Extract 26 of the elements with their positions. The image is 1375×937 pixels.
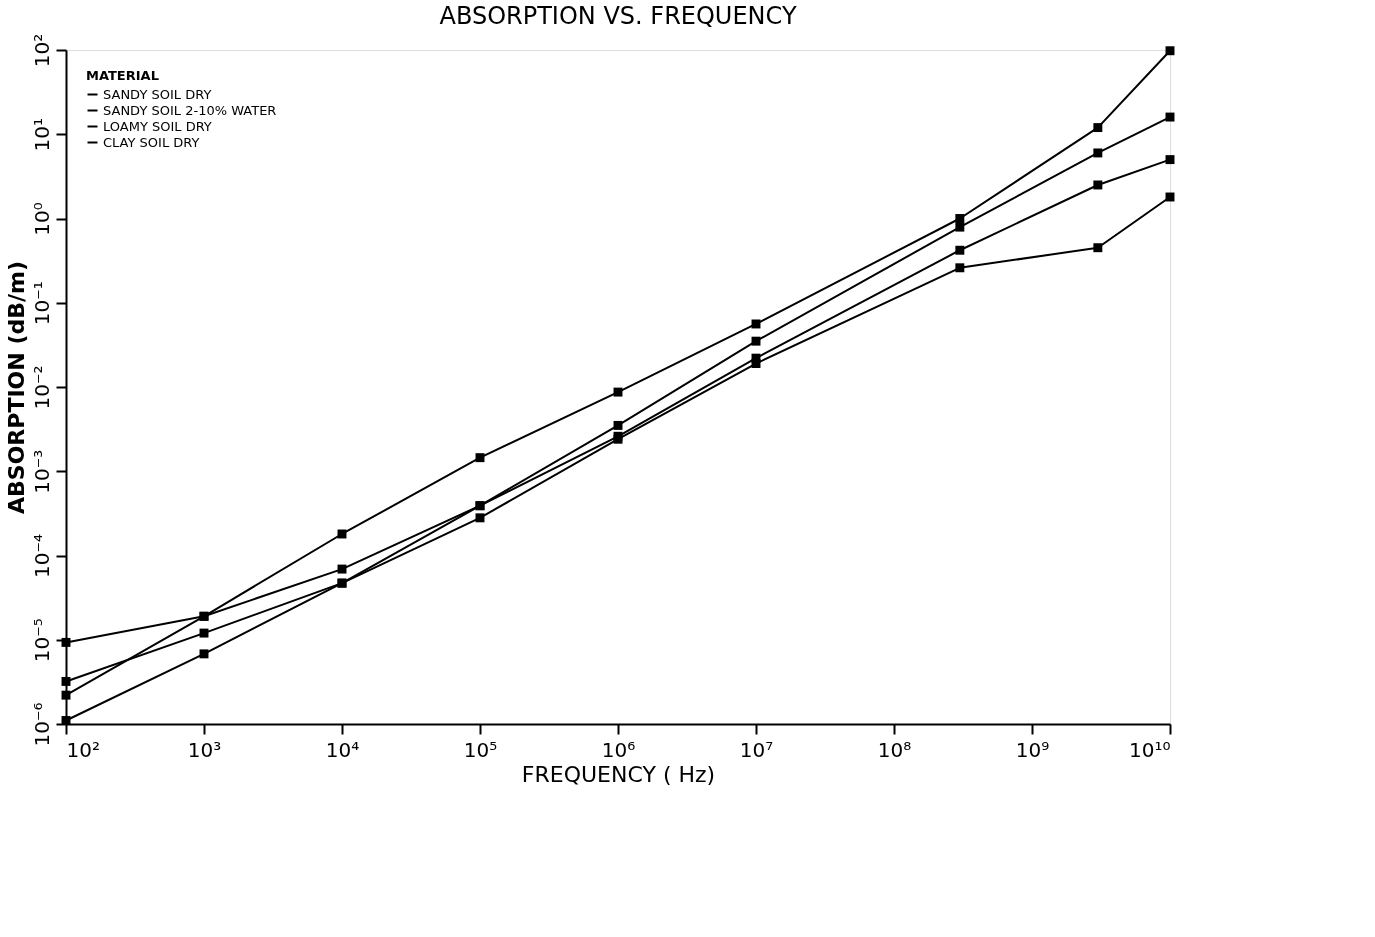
chart-title: ABSORPTION VS. FREQUENCY	[439, 2, 797, 31]
legend-label: SANDY SOIL 2-10% WATER	[103, 102, 277, 118]
x-tick-label: 10³	[187, 737, 222, 762]
x-tick-label: 10⁵	[463, 737, 498, 762]
legend-label: LOAMY SOIL DRY	[103, 118, 212, 134]
y-axis-title: ABSORPTION (dB/m)	[3, 261, 29, 514]
y-tick-label: 10⁻¹	[29, 281, 54, 326]
x-tick-label: 10¹⁰	[1129, 737, 1171, 762]
x-tick-label: 10²	[66, 737, 100, 762]
y-tick-label: 10⁻⁶	[29, 702, 54, 747]
y-tick-label: 10⁻³	[29, 449, 54, 494]
x-tick-label: 10⁶	[601, 737, 636, 762]
legend-label: CLAY SOIL DRY	[103, 134, 200, 150]
y-tick-label: 10⁰	[29, 202, 54, 236]
x-tick-label: 10⁹	[1015, 737, 1050, 762]
legend-title: MATERIAL	[86, 68, 159, 83]
legend-label: SANDY SOIL DRY	[103, 86, 212, 102]
y-tick-label: 10¹	[29, 118, 54, 152]
x-tick-label: 10⁸	[877, 737, 912, 762]
y-tick-label: 10²	[29, 33, 54, 68]
x-tick-label: 10⁴	[325, 737, 360, 762]
x-axis-title: FREQUENCY ( Hz)	[521, 761, 716, 787]
y-tick-label: 10⁻²	[29, 365, 54, 410]
y-tick-label: 10⁻⁵	[29, 618, 54, 663]
y-tick-label: 10⁻⁴	[29, 533, 54, 579]
x-tick-label: 10⁷	[739, 737, 774, 762]
